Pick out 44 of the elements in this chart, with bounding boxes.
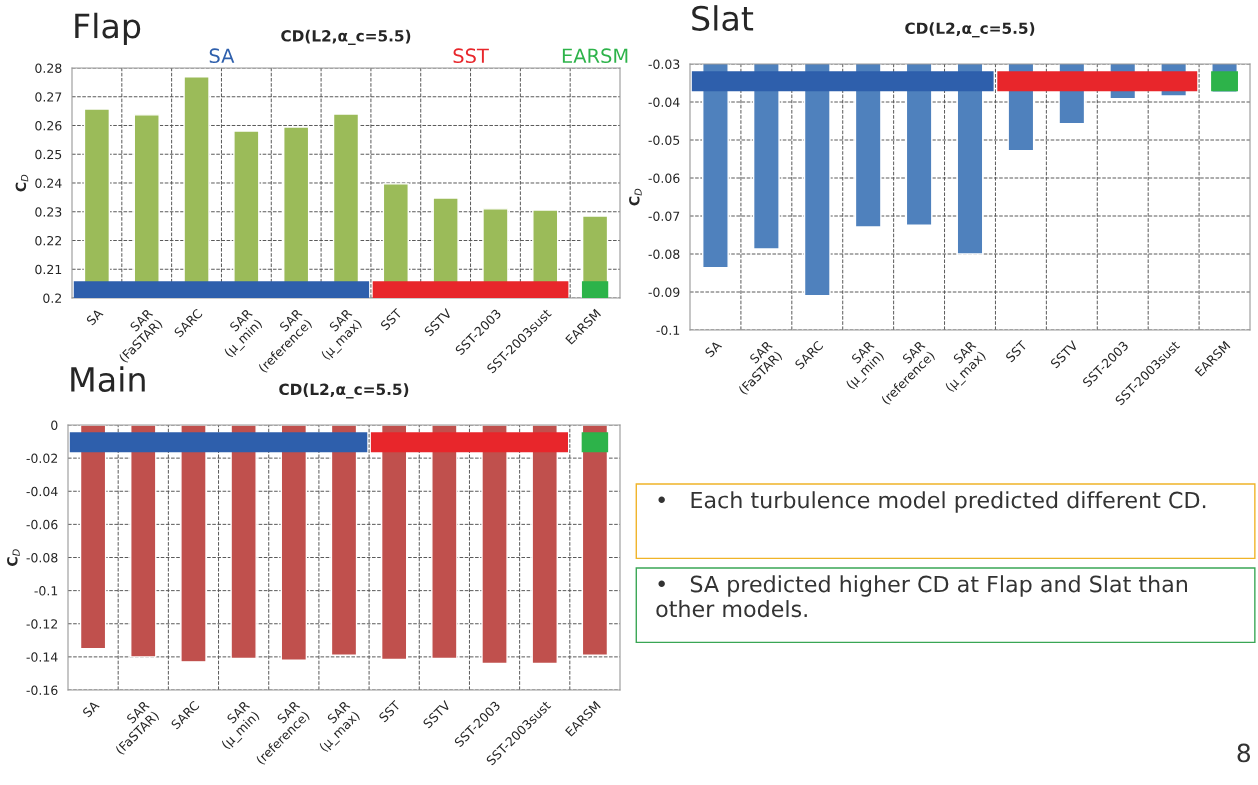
y-tick-label: -0.16	[26, 685, 58, 695]
y-tick-label: -0.03	[648, 59, 680, 69]
y-tick-label: -0.04	[648, 97, 680, 107]
y-tick-label: 0.22	[35, 235, 62, 246]
y-tick-label: 0.25	[35, 149, 62, 160]
y-axis-title: C$_{D}$	[7, 549, 20, 566]
y-tick-label: 0	[51, 420, 58, 430]
y-tick-label: 0.24	[35, 178, 62, 188]
y-tick-label: -0.1	[656, 325, 680, 335]
y-tick-label: 0.21	[35, 264, 62, 275]
x-tick-label: SA	[704, 339, 723, 358]
y-tick-label: -0.12	[26, 619, 58, 629]
text: SA	[209, 48, 235, 64]
y-tick-label: -0.1	[34, 586, 58, 596]
y-tick-label: 0.28	[35, 63, 62, 73]
y-tick-label: -0.04	[26, 486, 58, 497]
text: • SA predicted higher CD at Flap and Slat than other models.	[656, 575, 1187, 618]
chart-subtitle: CD(L2,α_c=5.5)	[905, 22, 1035, 38]
chart-title: Main	[71, 366, 145, 393]
y-tick-label: -0.14	[26, 652, 58, 662]
text: • Each turbulence model predicted different CD.	[658, 491, 1206, 513]
text: EARSM	[562, 48, 628, 64]
y-tick-label: 0.26	[35, 120, 62, 131]
text: 8	[1237, 743, 1251, 763]
x-tick-label: SA	[82, 699, 100, 718]
y-tick-label: -0.07	[648, 211, 680, 221]
chart-subtitle: CD(L2,α_c=5.5)	[279, 383, 409, 399]
y-axis-title: C$_{D}$	[15, 174, 29, 192]
y-tick-label: -0.06	[26, 519, 58, 530]
y-tick-label: 0.27	[35, 92, 62, 102]
y-axis-title: C$_{D}$	[629, 188, 642, 206]
chart-subtitle: CD(L2,α_c=5.5)	[281, 29, 411, 45]
chart-title: Slat	[692, 5, 754, 31]
y-tick-label: -0.08	[648, 249, 680, 259]
y-tick-label: -0.09	[648, 287, 680, 297]
chart-title: Flap	[75, 12, 141, 45]
y-tick-label: 0.2	[43, 293, 62, 303]
y-tick-label: -0.05	[648, 135, 680, 145]
y-tick-label: -0.02	[26, 453, 58, 464]
x-tick-label: SA	[85, 307, 104, 326]
text: SST	[453, 48, 489, 64]
y-tick-label: -0.06	[648, 173, 680, 183]
y-tick-label: 0.23	[35, 207, 62, 217]
y-tick-label: -0.08	[26, 552, 58, 563]
